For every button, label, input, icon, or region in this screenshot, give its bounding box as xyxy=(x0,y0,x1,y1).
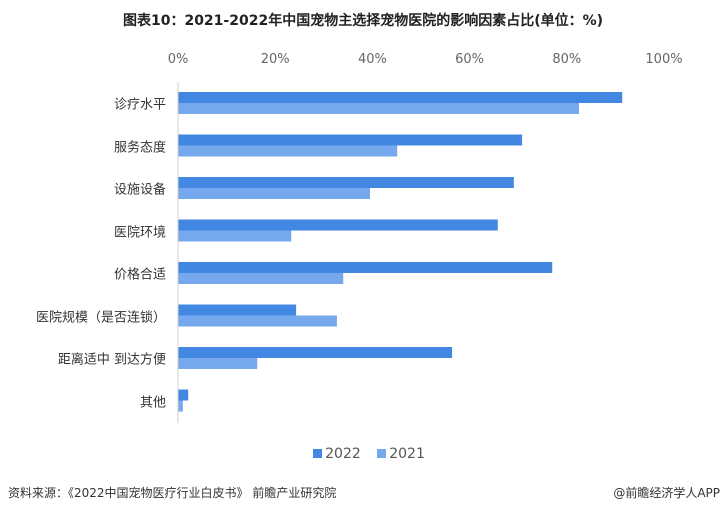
x-tick-label: 0% xyxy=(167,52,189,67)
x-tick-label: 100% xyxy=(645,52,683,67)
category-label: 价格合适 xyxy=(113,267,166,283)
bar-2021 xyxy=(178,145,398,157)
source-note: 资料来源：《2022中国宠物医疗行业白皮书》 前瞻产业研究院 xyxy=(8,486,337,500)
bar-2021 xyxy=(178,103,579,114)
x-tick-label: 40% xyxy=(357,52,387,67)
bar-2022 xyxy=(178,219,498,231)
bar-2021 xyxy=(178,273,344,284)
category-label: 诊疗水平 xyxy=(113,97,166,113)
bar-2022 xyxy=(178,304,297,316)
bar-2021 xyxy=(178,358,258,369)
category-label: 距离适中 到达方便 xyxy=(57,352,166,368)
category-label: 其他 xyxy=(139,395,166,410)
bar-2021 xyxy=(178,230,292,242)
bar-2021 xyxy=(178,188,370,199)
bar-2022 xyxy=(178,134,523,146)
bar-2022 xyxy=(178,92,623,103)
category-label: 服务态度 xyxy=(113,140,166,155)
legend-label-2021: 2021 xyxy=(389,446,425,462)
legend-swatch-2022 xyxy=(313,449,323,458)
chart-title: 图表10：2021-2022年中国宠物主选择宠物医院的影响因素占比(单位：%) xyxy=(122,13,604,29)
bar-2022 xyxy=(178,347,453,358)
bar-2021 xyxy=(178,315,337,327)
legend-label-2022: 2022 xyxy=(325,446,361,462)
category-label: 医院环境 xyxy=(113,225,166,240)
credit: @前瞻经济学人APP xyxy=(613,486,720,500)
bar-2022 xyxy=(178,177,514,188)
legend-swatch-2021 xyxy=(377,449,387,458)
legend: 2022 2021 xyxy=(0,446,726,462)
bar-2021 xyxy=(178,400,183,412)
bar-2022 xyxy=(178,389,189,401)
x-tick-label: 80% xyxy=(552,52,582,67)
bar-2022 xyxy=(178,262,553,273)
category-label: 医院规模（是否连锁） xyxy=(35,310,166,325)
x-tick-label: 20% xyxy=(260,52,290,67)
x-tick-label: 60% xyxy=(455,52,485,67)
category-label: 设施设备 xyxy=(113,182,166,198)
